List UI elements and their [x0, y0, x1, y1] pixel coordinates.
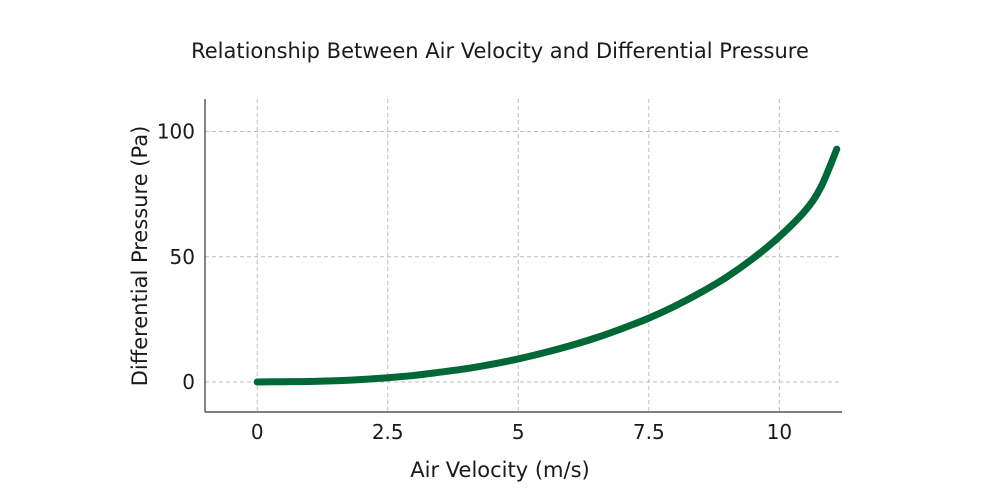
- y-axis-label: Differential Pressure (Pa): [128, 126, 152, 387]
- x-axis-ticks: 0 2.5 5 7.5 10: [251, 420, 792, 444]
- y-axis-ticks: 0 50 100: [157, 120, 195, 394]
- x-axis-label: Air Velocity (m/s): [410, 458, 589, 482]
- series-layer: [253, 145, 841, 386]
- x-tick-label: 7.5: [633, 420, 665, 444]
- series-line: [253, 145, 841, 386]
- chart-title: Relationship Between Air Velocity and Di…: [191, 39, 809, 63]
- y-tick-label: 50: [170, 245, 195, 269]
- x-tick-label: 2.5: [372, 420, 404, 444]
- x-tick-label: 10: [767, 420, 792, 444]
- y-tick-label: 0: [182, 370, 195, 394]
- x-tick-label: 5: [512, 420, 525, 444]
- grid: [205, 99, 842, 412]
- x-tick-label: 0: [251, 420, 264, 444]
- y-tick-label: 100: [157, 120, 195, 144]
